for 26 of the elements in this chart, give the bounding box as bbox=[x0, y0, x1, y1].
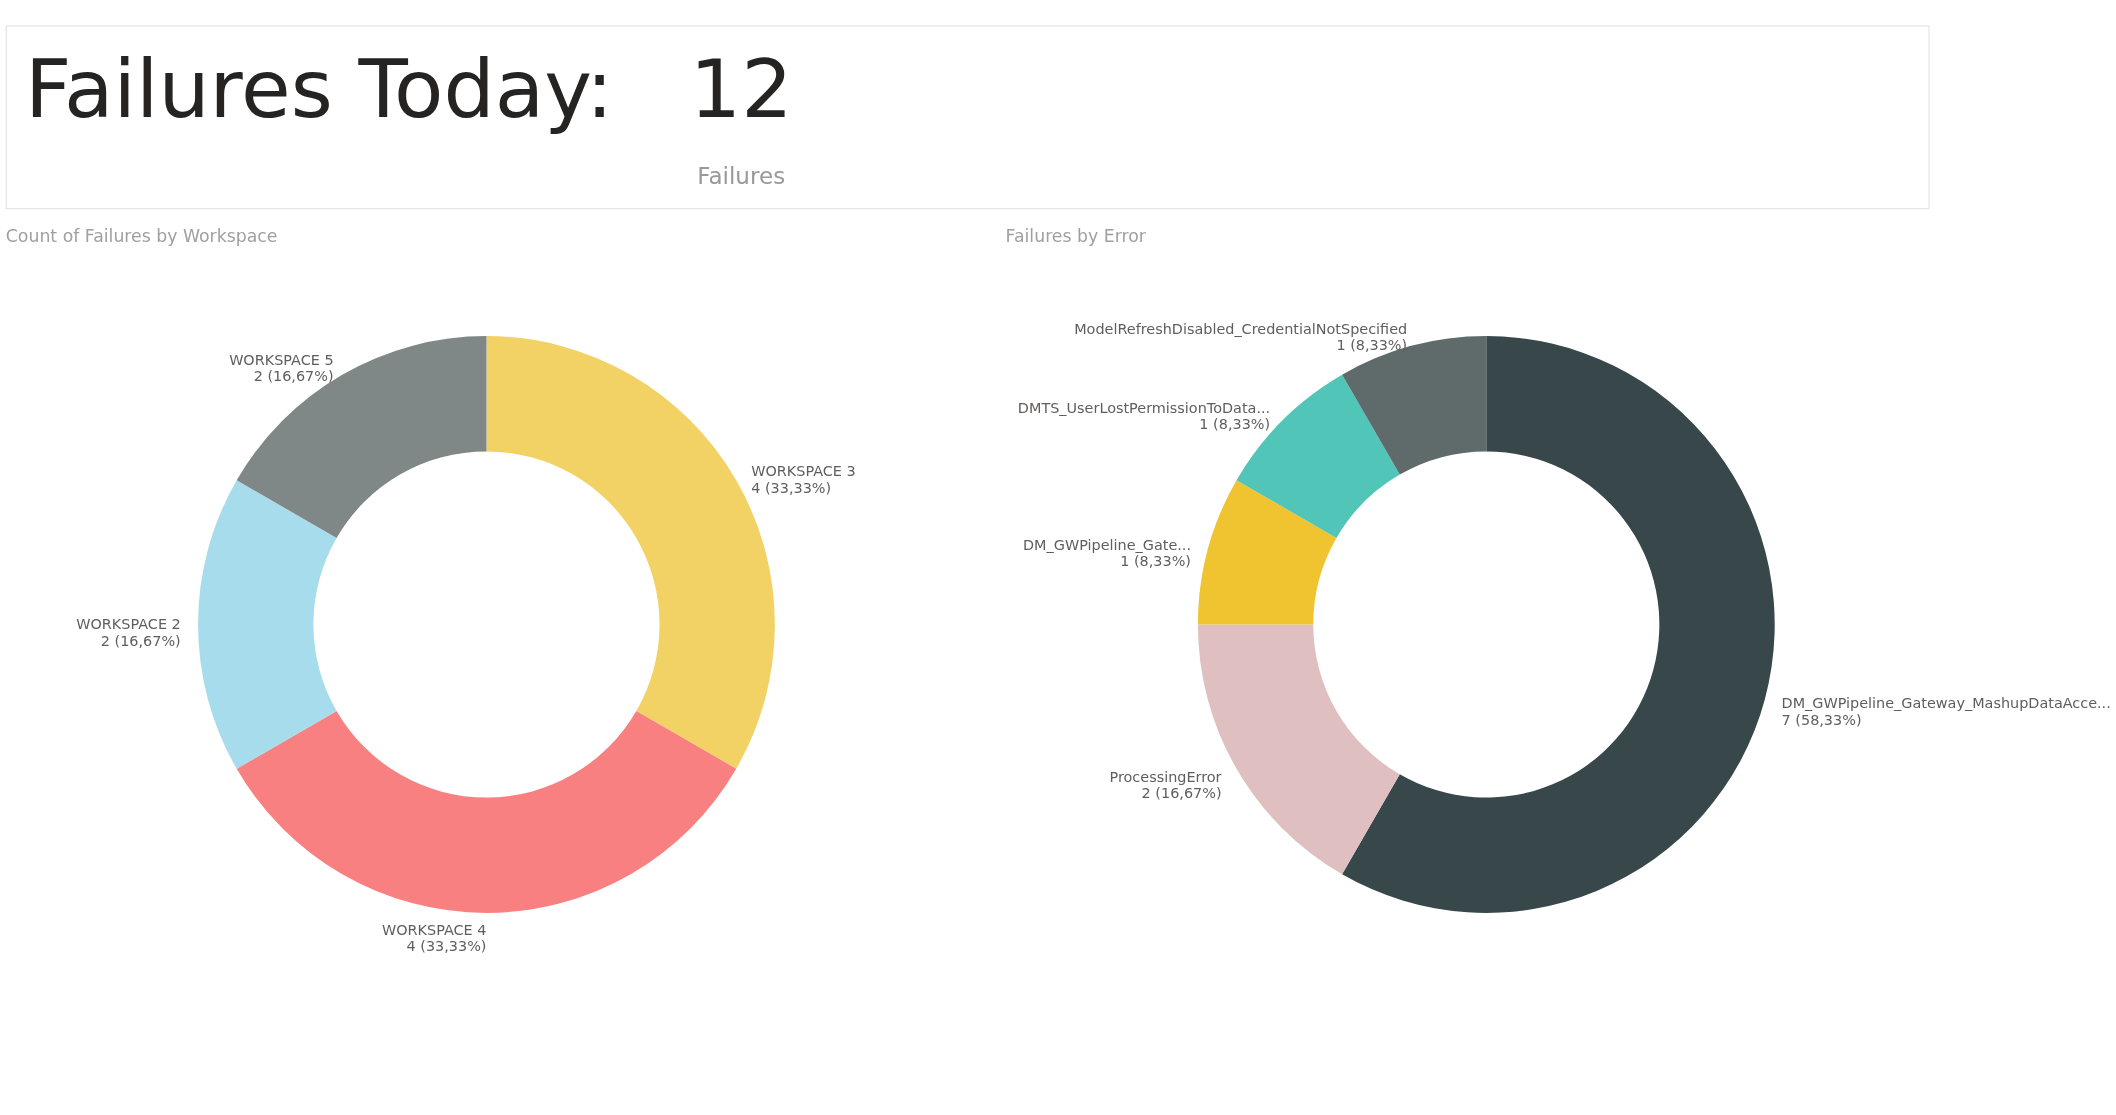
slice-label: WORKSPACE 2 bbox=[76, 616, 181, 633]
slice-label: WORKSPACE 4 bbox=[381, 922, 487, 939]
text: 12 bbox=[689, 41, 793, 136]
text: Failures Today: bbox=[25, 41, 614, 136]
slice-label: DMTS_UserLostPermissionToData... bbox=[1017, 400, 1271, 417]
data-label: 1 (8,33%) bbox=[1120, 553, 1191, 570]
data-label: 2 (16,67%) bbox=[1141, 785, 1222, 802]
slice-label: WORKSPACE 3 bbox=[751, 463, 856, 480]
slice-label: WORKSPACE 5 bbox=[229, 351, 334, 368]
slice-label: ModelRefreshDisabled_CredentialNotSpecified bbox=[1074, 320, 1408, 337]
data-label: 1 (8,33%) bbox=[1336, 337, 1408, 354]
data-label: 1 (8,33%) bbox=[1199, 416, 1271, 433]
data-label: 2 (16,67%) bbox=[100, 632, 181, 649]
data-label: 4 (33,33%) bbox=[406, 938, 487, 955]
slice-label: ProcessingError bbox=[1109, 769, 1222, 786]
slice-label: DM_GWPipeline_Gate... bbox=[1023, 537, 1191, 554]
slice-label: DM_GWPipeline_Gateway_MashupDataAcce... bbox=[1781, 695, 2111, 712]
chart-title: Failures by Error bbox=[1005, 225, 1147, 246]
data-label: 4 (33,33%) bbox=[751, 479, 832, 496]
data-label: 7 (58,33%) bbox=[1781, 711, 1862, 728]
donut-slice bbox=[198, 480, 337, 769]
donut-slice bbox=[236, 711, 737, 913]
data-label: 2 (16,67%) bbox=[253, 367, 334, 384]
text: Failures bbox=[697, 163, 786, 190]
chart-title: Count of Failures by Workspace bbox=[5, 225, 278, 246]
donut-slice bbox=[1197, 480, 1337, 625]
